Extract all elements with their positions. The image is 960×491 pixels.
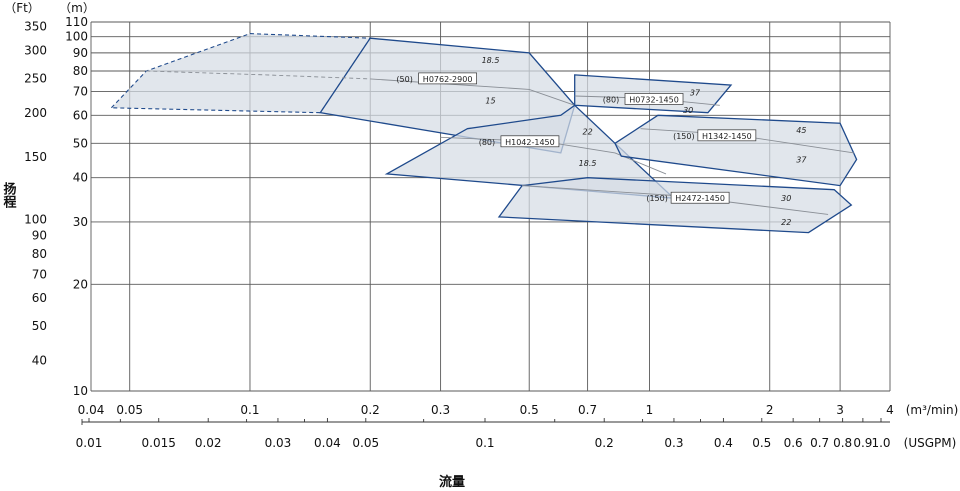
- x-axis-title: 流量: [439, 474, 465, 490]
- y-tick-label-m: 30: [73, 215, 88, 229]
- x-tick-label-secondary: 0.03: [265, 436, 292, 450]
- y-tick-label-ft: 150: [24, 150, 47, 164]
- x-tick-label-secondary: 0.015: [142, 436, 176, 450]
- x-tick-label-secondary: 1.0: [871, 436, 890, 450]
- model-label-h0732-1450: H0732-1450: [629, 95, 679, 104]
- x-tick-label-primary: 0.04: [78, 403, 105, 417]
- y-tick-label-m: 90: [73, 46, 88, 60]
- power-label: 22: [582, 127, 592, 136]
- x-axis-primary-unit: (m³/min): [906, 403, 959, 417]
- y-axis-m-unit: （m）: [59, 1, 95, 15]
- x-tick-label-primary: 0.2: [361, 403, 380, 417]
- y-tick-label-m: 80: [73, 64, 88, 78]
- power-label: 15: [485, 97, 495, 106]
- model-label-h2472-1450: H2472-1450: [675, 194, 725, 203]
- x-tick-label-primary: 4: [886, 403, 894, 417]
- x-tick-label-secondary: 0.04: [314, 436, 341, 450]
- y-tick-label-m: 50: [73, 136, 88, 150]
- y-axis-title: 扬程: [1, 181, 17, 209]
- x-tick-label-secondary: 0.05: [352, 436, 379, 450]
- model-label-h0762-2900: H0762-2900: [423, 75, 473, 84]
- model-label-box-h1042-1450: [500, 135, 560, 148]
- y-tick-label-ft: 60: [32, 291, 47, 305]
- y-tick-label-ft: 300: [24, 43, 47, 57]
- y-tick-label-ft: 40: [32, 354, 47, 368]
- y-tick-label-ft: 200: [24, 106, 47, 120]
- x-tick-label-secondary: 0.6: [784, 436, 803, 450]
- x-tick-label-primary: 3: [836, 403, 844, 417]
- x-tick-label-primary: 0.05: [116, 403, 143, 417]
- x-axis-secondary-unit: (USGPM): [904, 436, 957, 450]
- size-label-h1342-1450: (150): [673, 132, 695, 141]
- y-tick-label-ft: 250: [24, 71, 47, 85]
- y-tick-label-ft: 90: [32, 229, 47, 243]
- x-tick-label-secondary: 0.9: [853, 436, 872, 450]
- y-tick-label-ft: 350: [24, 20, 47, 34]
- curve-h1042-1450: [440, 136, 667, 175]
- region-h2472-1450: [497, 177, 853, 234]
- x-tick-label-secondary: 0.02: [195, 436, 222, 450]
- x-tick-label-primary: 0.1: [240, 403, 259, 417]
- size-label-h0732-1450: (80): [603, 95, 619, 104]
- power-label: 18.5: [579, 159, 597, 168]
- x-tick-label-secondary: 0.4: [714, 436, 733, 450]
- power-label: 37: [690, 89, 701, 98]
- region-h0762-2900-extended: [110, 33, 372, 114]
- x-tick-label-primary: 2: [766, 403, 774, 417]
- y-tick-label-m: 70: [73, 85, 88, 99]
- model-label-box-h2472-1450: [670, 191, 730, 204]
- x-tick-label-secondary: 0.5: [752, 436, 771, 450]
- size-label-h2472-1450: (150): [646, 194, 668, 203]
- model-label-h1042-1450: H1042-1450: [505, 138, 555, 147]
- x-tick-label-secondary: 0.1: [475, 436, 494, 450]
- power-label: 18.5: [482, 56, 500, 65]
- y-tick-label-ft: 70: [32, 267, 47, 281]
- x-tick-label-secondary: 0.8: [833, 436, 852, 450]
- x-tick-label-primary: 1: [646, 403, 654, 417]
- x-tick-label-secondary: 0.2: [595, 436, 614, 450]
- x-tick-label-secondary: 0.3: [664, 436, 683, 450]
- y-tick-label-m: 10: [73, 384, 88, 398]
- model-label-box-h0732-1450: [624, 93, 684, 105]
- x-tick-label-secondary: 0.7: [810, 436, 829, 450]
- y-tick-label-ft: 100: [24, 212, 47, 226]
- y-tick-label-m: 20: [73, 277, 88, 291]
- curve-h0762-2900-extended: [146, 70, 371, 80]
- y-tick-label-m: 60: [73, 108, 88, 122]
- model-label-box-h1342-1450: [697, 129, 757, 142]
- y-tick-label-m: 110: [65, 15, 88, 29]
- power-label: 45: [796, 126, 806, 135]
- x-tick-label-primary: 0.7: [578, 403, 597, 417]
- model-label-box-h0762-2900: [418, 72, 477, 85]
- y-tick-label-ft: 50: [32, 319, 47, 333]
- x-tick-label-primary: 0.3: [431, 403, 450, 417]
- power-label: 22: [781, 218, 791, 227]
- region-h1342-1450: [614, 114, 858, 187]
- y-tick-label-m: 40: [73, 171, 88, 185]
- y-axis-ft-unit: （Ft）: [4, 1, 40, 15]
- x-tick-label-primary: 0.5: [520, 403, 539, 417]
- x-tick-label-secondary: 0.01: [76, 436, 103, 450]
- regions-layer: (50) H0762-2900 18.5 15 (80) H0732-1450 37 30 (8…: [110, 33, 858, 234]
- power-label: 30: [781, 194, 791, 203]
- y-tick-label-ft: 80: [32, 247, 47, 261]
- size-label-h1042-1450: (80): [479, 138, 495, 147]
- size-label-h0762-2900: (50): [396, 75, 412, 84]
- power-label: 30: [683, 106, 693, 115]
- y-tick-label-m: 100: [65, 30, 88, 44]
- model-label-h1342-1450: H1342-1450: [702, 132, 752, 141]
- power-label: 37: [796, 156, 807, 165]
